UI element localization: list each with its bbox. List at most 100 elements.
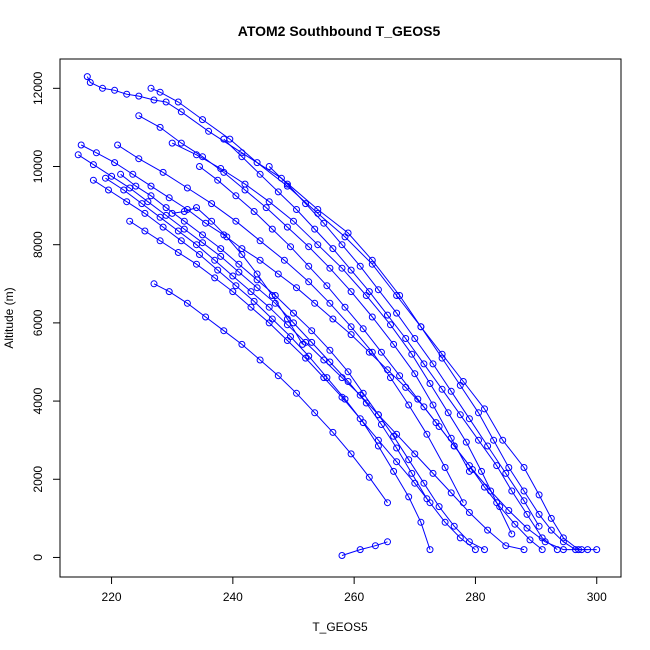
data-point bbox=[414, 395, 422, 403]
data-point bbox=[374, 436, 382, 444]
data-point bbox=[162, 204, 170, 212]
data-point bbox=[196, 251, 203, 258]
data-point bbox=[174, 227, 182, 235]
data-point bbox=[390, 340, 398, 348]
data-point bbox=[180, 225, 188, 233]
data-point bbox=[499, 436, 507, 444]
data-point bbox=[347, 266, 355, 274]
data-point bbox=[108, 172, 116, 180]
data-point bbox=[420, 403, 428, 411]
data-point bbox=[405, 401, 413, 409]
data-point bbox=[202, 313, 210, 321]
data-point bbox=[411, 335, 419, 342]
series-line bbox=[120, 173, 485, 551]
data-point bbox=[405, 456, 413, 464]
data-point bbox=[293, 206, 300, 213]
data-point bbox=[535, 491, 543, 499]
data-point bbox=[283, 337, 291, 344]
y-tick-label: 0 bbox=[31, 554, 45, 561]
data-point bbox=[256, 256, 264, 264]
data-point bbox=[411, 450, 419, 458]
data-point bbox=[559, 538, 567, 546]
data-point bbox=[141, 227, 149, 235]
data-point bbox=[365, 288, 373, 296]
data-point bbox=[253, 159, 261, 167]
data-point bbox=[347, 450, 355, 458]
data-point bbox=[86, 79, 94, 86]
data-point bbox=[253, 284, 261, 292]
data-point bbox=[429, 401, 437, 409]
data-point bbox=[120, 186, 128, 194]
data-point bbox=[447, 387, 455, 395]
series-line bbox=[150, 87, 588, 551]
data-point bbox=[250, 208, 258, 215]
data-point bbox=[223, 233, 231, 241]
data-point bbox=[193, 241, 200, 249]
data-point bbox=[138, 200, 146, 208]
y-tick-label: 6000 bbox=[31, 309, 45, 336]
series-line bbox=[268, 166, 540, 527]
data-point bbox=[405, 493, 413, 501]
data-point bbox=[238, 251, 246, 258]
series-line bbox=[172, 207, 304, 345]
data-point bbox=[302, 200, 310, 208]
data-point bbox=[283, 223, 291, 231]
data-point bbox=[481, 546, 488, 554]
data-point bbox=[305, 278, 313, 286]
data-point bbox=[441, 464, 449, 471]
data-point bbox=[311, 409, 319, 417]
data-point bbox=[123, 198, 131, 206]
y-tick-label: 10000 bbox=[31, 150, 45, 184]
data-point bbox=[429, 469, 437, 477]
data-point bbox=[147, 182, 155, 190]
data-point bbox=[256, 356, 264, 364]
data-point bbox=[293, 284, 300, 292]
data-point bbox=[368, 256, 376, 264]
data-point bbox=[368, 313, 376, 321]
data-point bbox=[356, 262, 364, 270]
data-point bbox=[290, 319, 297, 327]
series-line bbox=[341, 541, 388, 556]
series-line bbox=[171, 142, 513, 535]
data-point bbox=[481, 405, 488, 413]
data-point bbox=[438, 385, 446, 393]
data-point bbox=[344, 378, 352, 385]
data-point bbox=[214, 266, 222, 274]
data-point bbox=[114, 141, 122, 149]
data-point bbox=[508, 487, 516, 495]
data-point bbox=[183, 184, 191, 192]
data-point bbox=[265, 319, 273, 327]
data-point bbox=[208, 217, 216, 225]
data-point bbox=[208, 200, 216, 208]
data-point bbox=[193, 204, 200, 212]
y-tick-label: 4000 bbox=[31, 387, 45, 414]
data-point bbox=[156, 237, 164, 245]
data-point bbox=[265, 303, 273, 311]
x-tick-label: 240 bbox=[223, 590, 243, 604]
data-point bbox=[365, 473, 373, 481]
data-point bbox=[162, 211, 170, 219]
data-point bbox=[256, 170, 264, 178]
data-point bbox=[241, 186, 249, 194]
x-axis: 220 240 260 280 300 bbox=[102, 576, 607, 604]
data-point bbox=[102, 174, 109, 182]
data-point bbox=[287, 243, 294, 251]
data-point bbox=[274, 188, 282, 196]
data-point bbox=[541, 538, 549, 546]
data-point bbox=[168, 209, 176, 217]
data-point bbox=[199, 239, 206, 247]
data-point bbox=[526, 536, 534, 544]
data-point bbox=[326, 358, 334, 366]
data-point bbox=[265, 163, 273, 170]
data-point bbox=[502, 542, 510, 550]
y-tick-label: 8000 bbox=[31, 231, 45, 258]
data-point bbox=[262, 204, 270, 212]
data-point bbox=[429, 360, 437, 368]
data-point bbox=[374, 286, 382, 294]
x-axis-label: T_GEOS5 bbox=[312, 620, 368, 634]
data-point bbox=[105, 186, 112, 194]
data-point bbox=[156, 88, 164, 96]
data-point bbox=[456, 381, 464, 389]
data-point bbox=[377, 348, 385, 356]
data-point bbox=[199, 153, 206, 161]
